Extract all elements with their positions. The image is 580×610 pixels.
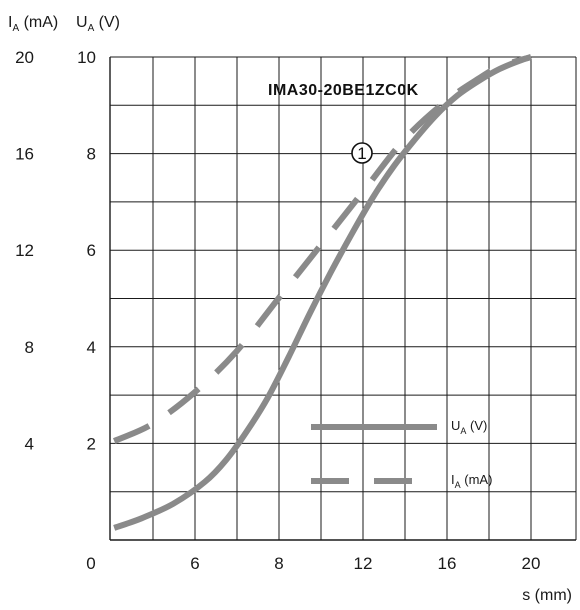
y-current-ticks: 20 16 12 8 4 — [15, 48, 34, 453]
x-tick-label: 20 — [522, 554, 541, 573]
curve-marker: 1 — [351, 142, 373, 164]
y-voltage-ticks: 10 8 6 4 2 — [77, 48, 96, 453]
y-current-tick-label: 16 — [15, 145, 34, 164]
y-voltage-tick-label: 10 — [77, 48, 96, 67]
legend-voltage-label: UA (V) — [451, 418, 487, 436]
y-current-tick-label: 4 — [25, 434, 34, 453]
marker-label: 1 — [357, 144, 366, 163]
y-voltage-tick-label: 2 — [87, 434, 96, 453]
x-tick-label: 6 — [190, 554, 199, 573]
marker-circle — [351, 142, 373, 164]
series-voltage-line — [113, 54, 532, 531]
y-voltage-tick-label: 6 — [87, 241, 96, 260]
x-tick-label: 16 — [438, 554, 457, 573]
y-current-axis-title: IA (mA) — [8, 14, 58, 34]
x-tick-label: 8 — [274, 554, 283, 573]
x-tick-label: 12 — [354, 554, 373, 573]
x-axis-title: s (mm) — [522, 587, 572, 604]
x-tick-label: 0 — [86, 554, 95, 573]
grid — [109, 56, 577, 541]
y-voltage-tick-label: 4 — [87, 338, 96, 357]
legend-current-label: IA (mA) — [451, 472, 492, 490]
y-current-tick-label: 20 — [15, 48, 34, 67]
series-layer — [112, 54, 532, 531]
x-ticks: 0 6 8 12 16 20 — [86, 554, 540, 573]
y-voltage-tick-label: 8 — [87, 145, 96, 164]
y-current-tick-label: 8 — [25, 338, 34, 357]
chart-title: IMA30-20BE1ZC0K — [268, 82, 419, 99]
series-current-line — [112, 54, 532, 444]
legend: UA (V) IA (mA) — [311, 418, 492, 490]
y-voltage-axis-title: UA (V) — [76, 14, 120, 34]
y-current-tick-label: 12 — [15, 241, 34, 260]
